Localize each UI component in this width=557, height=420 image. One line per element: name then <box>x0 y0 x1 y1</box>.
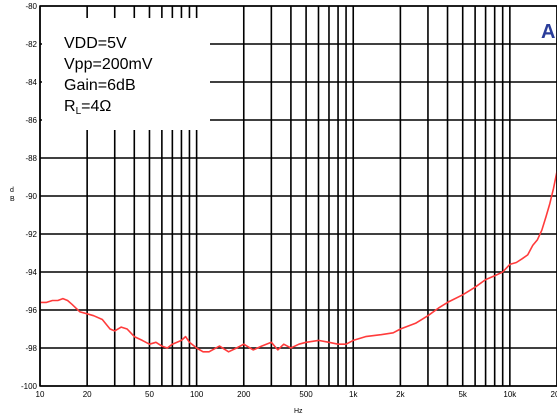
plot-frame <box>39 5 557 387</box>
y-tick-label: -92 <box>25 230 37 239</box>
annotation-vpp: Vpp=200mV <box>64 56 153 73</box>
y-tick-label: -90 <box>25 192 37 201</box>
x-tick-label: 50 <box>145 390 154 399</box>
x-tick-labels: 10 20 50 100 200 500 1k 2k 5k 10k 20k <box>36 390 557 399</box>
y-tick-label: -86 <box>25 116 37 125</box>
x-tick-label: 100 <box>190 390 204 399</box>
x-tick-label: 10 <box>36 390 45 399</box>
annotation-l-subscript: L <box>76 106 82 117</box>
x-tick-label: 500 <box>299 390 313 399</box>
x-tick-label: 5k <box>458 390 467 399</box>
y-tick-label: -80 <box>25 2 37 11</box>
y-tick-label: -88 <box>25 154 37 163</box>
annotation-vdd: VDD=5V <box>64 35 127 52</box>
x-tick-label: 20k <box>551 390 557 399</box>
y-tick-label: -84 <box>25 78 37 87</box>
y-tick-label: -94 <box>25 268 37 277</box>
x-tick-label: 1k <box>349 390 358 399</box>
y-tick-label: -100 <box>21 382 38 391</box>
annotation-gain: Gain=6dB <box>64 77 136 94</box>
x-tick-label: 2k <box>396 390 405 399</box>
annotation-box <box>42 18 210 130</box>
x-tick-label: 20 <box>83 390 92 399</box>
annotation-4ohm: =4Ω <box>81 98 111 115</box>
series-group <box>40 171 557 353</box>
y-axis-label-d: d <box>10 187 14 194</box>
x-axis-label: Hz <box>294 408 303 415</box>
x-tick-label: 10k <box>503 390 517 399</box>
y-tick-label: -82 <box>25 40 37 49</box>
y-tick-labels: -80 -82 -84 -86 -88 -90 -92 -94 -96 -98 -100 <box>21 2 38 391</box>
series-line <box>40 171 557 353</box>
y-tick-label: -98 <box>25 344 37 353</box>
annotation-rl: RL=4Ω <box>64 98 111 117</box>
y-tick-label: -96 <box>25 306 37 315</box>
x-tick-label: 200 <box>237 390 251 399</box>
annotation-r: R <box>64 98 76 115</box>
y-axis-label-b: B <box>10 196 15 203</box>
ap-logo: AP <box>541 21 557 43</box>
